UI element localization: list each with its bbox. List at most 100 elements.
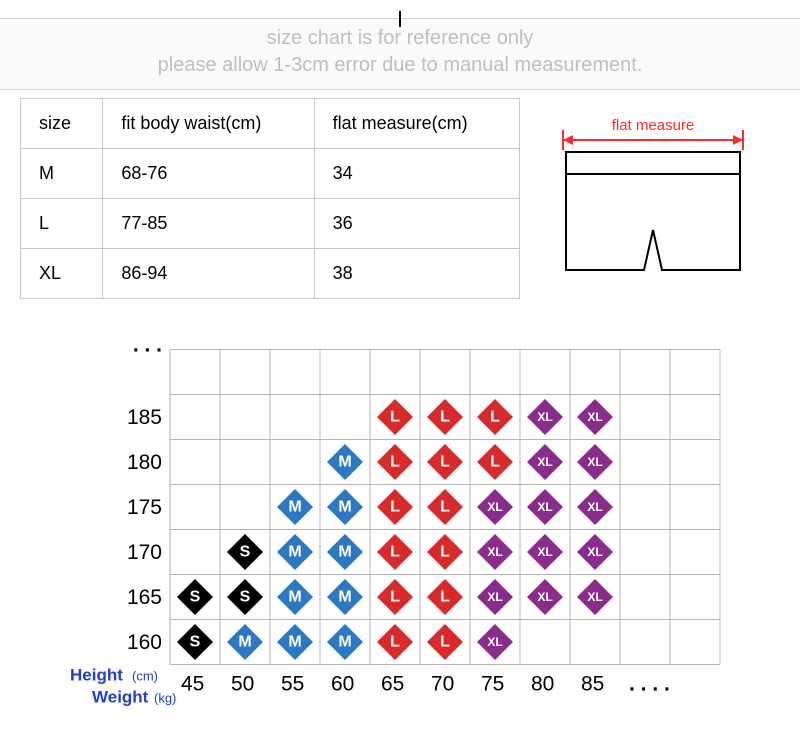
x-axis-label: Weight: [92, 688, 149, 707]
svg-text:XL: XL: [487, 635, 502, 649]
svg-text:XL: XL: [537, 410, 552, 424]
svg-text:L: L: [390, 499, 400, 516]
x-tick: 50: [231, 673, 254, 696]
size-marker: L: [427, 624, 463, 660]
banner-line2: please allow 1-3cm error due to manual m…: [158, 54, 643, 76]
svg-text:L: L: [440, 499, 450, 516]
height-weight-chart: 160165170175180185455055606570758085. . …: [20, 309, 780, 729]
y-tick: 180: [127, 451, 162, 474]
size-marker: XL: [577, 444, 613, 480]
x-tick: 70: [431, 673, 454, 696]
svg-text:XL: XL: [487, 545, 502, 559]
size-marker: L: [427, 534, 463, 570]
svg-text:L: L: [390, 454, 400, 471]
svg-text:M: M: [338, 634, 351, 651]
size-marker: XL: [527, 444, 563, 480]
svg-text:XL: XL: [587, 545, 602, 559]
size-marker: S: [227, 534, 263, 570]
col-size: size: [21, 99, 103, 149]
size-marker: L: [377, 579, 413, 615]
size-marker: XL: [577, 534, 613, 570]
y-tick: 175: [127, 496, 162, 519]
svg-text:XL: XL: [537, 455, 552, 469]
y-tick: 185: [127, 406, 162, 429]
svg-text:L: L: [440, 409, 450, 426]
size-marker: L: [377, 624, 413, 660]
size-marker: XL: [477, 489, 513, 525]
y-tick: 165: [127, 586, 162, 609]
size-marker: XL: [527, 534, 563, 570]
svg-text:L: L: [390, 544, 400, 561]
size-marker: XL: [577, 579, 613, 615]
size-marker: L: [427, 489, 463, 525]
svg-text:L: L: [440, 589, 450, 606]
size-marker: S: [227, 579, 263, 615]
size-marker: XL: [577, 489, 613, 525]
svg-text:L: L: [390, 634, 400, 651]
svg-text:XL: XL: [587, 590, 602, 604]
y-axis-unit: (cm): [132, 669, 158, 684]
y-ellipsis: . . .: [133, 334, 162, 357]
table-row: XL 86-94 38: [21, 249, 520, 299]
size-marker: M: [327, 624, 363, 660]
col-waist: fit body waist(cm): [103, 99, 314, 149]
size-marker: XL: [477, 579, 513, 615]
svg-text:M: M: [338, 454, 351, 471]
svg-text:S: S: [240, 589, 251, 606]
svg-text:M: M: [288, 589, 301, 606]
y-axis-label: Height: [70, 666, 123, 685]
svg-text:XL: XL: [587, 500, 602, 514]
svg-text:L: L: [490, 454, 500, 471]
size-marker: M: [327, 489, 363, 525]
svg-text:L: L: [490, 409, 500, 426]
size-marker: XL: [577, 399, 613, 435]
size-table-body: M 68-76 34 L 77-85 36 XL 86-94 38: [21, 149, 520, 299]
flat-measure-label: flat measure: [612, 117, 695, 134]
table-row: M 68-76 34: [21, 149, 520, 199]
svg-text:XL: XL: [537, 590, 552, 604]
y-tick: 170: [127, 541, 162, 564]
svg-text:S: S: [190, 589, 201, 606]
size-marker: M: [227, 624, 263, 660]
svg-text:M: M: [338, 589, 351, 606]
size-marker: L: [377, 489, 413, 525]
size-marker: L: [427, 399, 463, 435]
col-flatmeasure: flat measure(cm): [314, 99, 519, 149]
y-tick: 160: [127, 631, 162, 654]
svg-text:XL: XL: [537, 500, 552, 514]
svg-text:XL: XL: [587, 455, 602, 469]
svg-text:XL: XL: [487, 500, 502, 514]
banner-line1: size chart is for reference only: [267, 27, 534, 49]
svg-text:M: M: [338, 544, 351, 561]
size-marker: M: [277, 624, 313, 660]
svg-text:L: L: [440, 454, 450, 471]
svg-text:M: M: [338, 499, 351, 516]
svg-text:XL: XL: [487, 590, 502, 604]
shorts-diagram: flat measure: [548, 110, 758, 290]
size-marker: S: [177, 579, 213, 615]
svg-text:M: M: [288, 634, 301, 651]
svg-text:L: L: [390, 589, 400, 606]
size-marker: L: [477, 399, 513, 435]
size-marker: L: [377, 534, 413, 570]
x-tick: 60: [331, 673, 354, 696]
size-marker: XL: [527, 489, 563, 525]
x-axis-unit: (kg): [154, 691, 176, 706]
x-tick: 65: [381, 673, 404, 696]
size-marker: M: [327, 534, 363, 570]
reference-banner: size chart is for reference only please …: [0, 18, 800, 90]
svg-text:S: S: [190, 634, 201, 651]
svg-text:L: L: [390, 409, 400, 426]
size-marker: L: [377, 399, 413, 435]
size-marker: M: [277, 489, 313, 525]
size-marker: L: [477, 444, 513, 480]
size-marker: XL: [527, 399, 563, 435]
size-marker: M: [327, 579, 363, 615]
svg-text:M: M: [288, 544, 301, 561]
x-tick: 75: [481, 673, 504, 696]
svg-text:S: S: [240, 544, 251, 561]
size-marker: L: [427, 444, 463, 480]
svg-text:M: M: [238, 634, 251, 651]
size-marker: S: [177, 624, 213, 660]
top-section: size fit body waist(cm) flat measure(cm)…: [0, 90, 800, 299]
